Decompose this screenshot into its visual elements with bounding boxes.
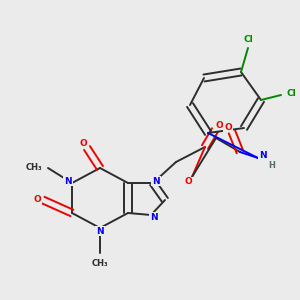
Text: O: O bbox=[224, 122, 232, 131]
Text: Cl: Cl bbox=[286, 88, 296, 98]
Text: O: O bbox=[79, 139, 87, 148]
Text: Cl: Cl bbox=[243, 35, 253, 44]
Text: N: N bbox=[64, 176, 72, 185]
Text: O: O bbox=[215, 121, 223, 130]
Text: N: N bbox=[259, 152, 267, 160]
Text: N: N bbox=[152, 176, 160, 185]
Text: H: H bbox=[268, 160, 275, 169]
Text: O: O bbox=[33, 194, 41, 203]
Text: CH₃: CH₃ bbox=[26, 163, 42, 172]
Text: CH₃: CH₃ bbox=[92, 259, 108, 268]
Text: O: O bbox=[184, 178, 192, 187]
Text: N: N bbox=[96, 226, 104, 236]
Text: N: N bbox=[150, 212, 158, 221]
